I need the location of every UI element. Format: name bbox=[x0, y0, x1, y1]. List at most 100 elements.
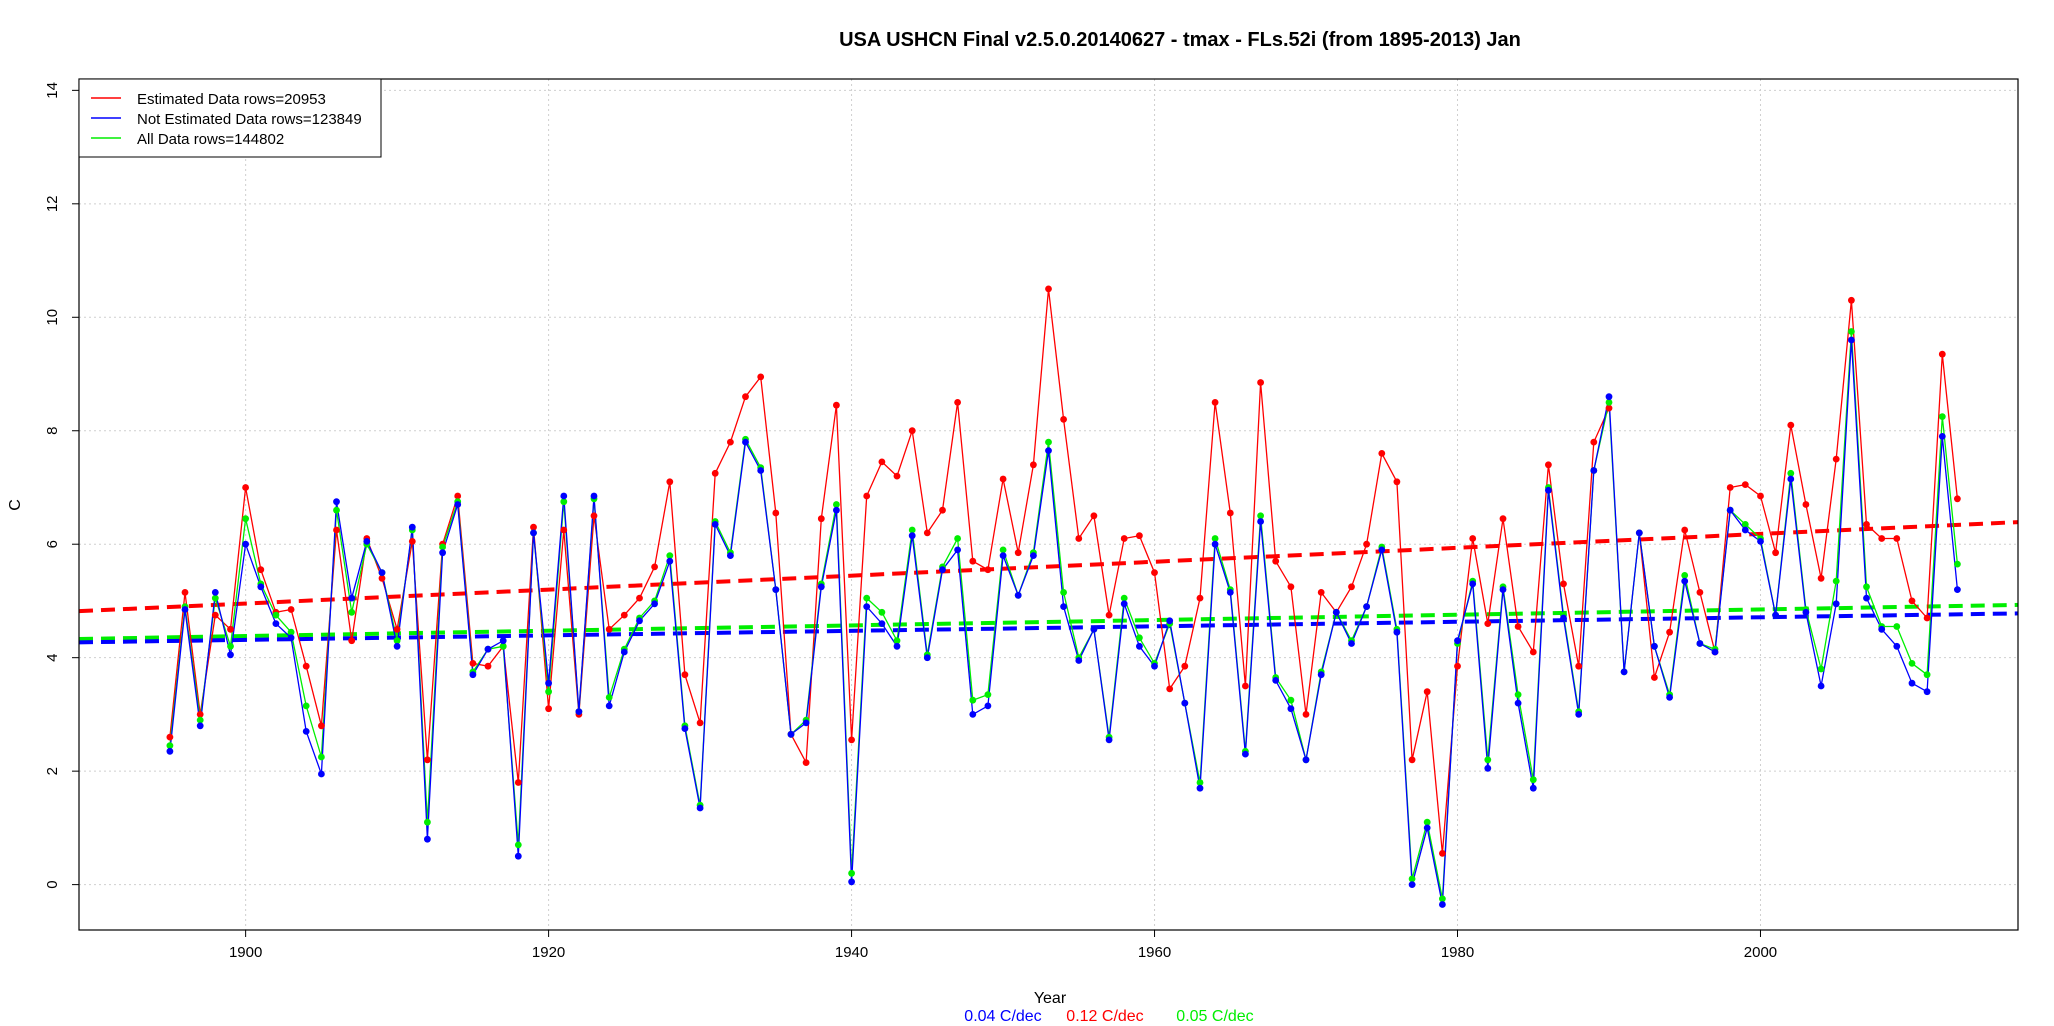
point-not-estimated-1932 bbox=[727, 552, 734, 559]
point-all-1907 bbox=[348, 608, 356, 616]
point-all-1899 bbox=[227, 642, 234, 650]
point-estimated-2000 bbox=[1757, 492, 1764, 500]
x-tick-label: 1940 bbox=[835, 944, 868, 961]
point-not-estimated-1985 bbox=[1529, 784, 1537, 792]
point-estimated-2009 bbox=[1893, 535, 1901, 542]
point-not-estimated-1972 bbox=[1332, 608, 1340, 616]
point-estimated-2002 bbox=[1787, 421, 1795, 429]
point-estimated-1895 bbox=[166, 733, 174, 741]
point-all-1978 bbox=[1423, 818, 1431, 826]
point-estimated-1926 bbox=[636, 594, 643, 602]
point-estimated-1912 bbox=[424, 756, 431, 764]
point-not-estimated-1935 bbox=[772, 586, 780, 593]
point-all-2012 bbox=[1938, 413, 1946, 420]
point-all-1995 bbox=[1681, 572, 1689, 579]
point-estimated-2010 bbox=[1908, 597, 1916, 605]
point-not-estimated-1950 bbox=[999, 552, 1007, 559]
point-estimated-1974 bbox=[1363, 540, 1370, 548]
point-estimated-1910 bbox=[393, 625, 401, 633]
point-all-2011 bbox=[1923, 671, 1931, 679]
point-not-estimated-1975 bbox=[1378, 546, 1386, 554]
point-not-estimated-1957 bbox=[1105, 736, 1113, 744]
point-estimated-1952 bbox=[1030, 461, 1037, 469]
point-not-estimated-1980 bbox=[1454, 637, 1461, 645]
series-line-estimated bbox=[169, 288, 1959, 854]
point-estimated-1905 bbox=[318, 722, 325, 730]
point-not-estimated-1983 bbox=[1499, 586, 1507, 593]
point-estimated-1921 bbox=[560, 526, 568, 534]
point-not-estimated-1982 bbox=[1484, 764, 1492, 772]
point-all-1902 bbox=[272, 611, 280, 619]
point-not-estimated-1933 bbox=[742, 438, 749, 446]
point-estimated-1929 bbox=[681, 671, 689, 679]
point-not-estimated-1912 bbox=[424, 835, 431, 843]
point-not-estimated-1922 bbox=[575, 708, 583, 715]
point-estimated-1904 bbox=[302, 662, 310, 670]
point-estimated-1899 bbox=[227, 625, 234, 633]
point-all-2004 bbox=[1817, 665, 1825, 673]
trend-label-all: 0.05 C/dec bbox=[1176, 1008, 1253, 1025]
point-estimated-2003 bbox=[1802, 501, 1810, 508]
legend: Estimated Data rows=20953 Not Estimated … bbox=[78, 78, 382, 158]
point-all-1921 bbox=[560, 498, 568, 506]
point-estimated-1934 bbox=[757, 373, 765, 381]
point-all-1900 bbox=[242, 515, 250, 523]
point-not-estimated-1962 bbox=[1181, 699, 1189, 707]
point-not-estimated-1938 bbox=[817, 583, 825, 591]
point-not-estimated-1946 bbox=[939, 566, 946, 574]
point-not-estimated-1917 bbox=[499, 637, 507, 645]
point-all-1990 bbox=[1605, 399, 1613, 406]
point-estimated-1909 bbox=[378, 574, 386, 582]
point-all-1979 bbox=[1439, 895, 1446, 903]
point-not-estimated-1903 bbox=[287, 634, 295, 642]
point-not-estimated-2005 bbox=[1832, 600, 1840, 608]
point-not-estimated-1915 bbox=[469, 671, 477, 679]
point-estimated-1918 bbox=[514, 779, 522, 786]
point-estimated-1939 bbox=[833, 401, 840, 409]
point-all-1912 bbox=[424, 818, 431, 826]
x-tick-label: 1900 bbox=[229, 944, 262, 961]
point-not-estimated-1939 bbox=[833, 506, 840, 514]
point-all-1977 bbox=[1408, 875, 1416, 883]
point-estimated-1935 bbox=[772, 509, 780, 517]
point-not-estimated-2006 bbox=[1848, 336, 1855, 344]
y-tick-label: 8 bbox=[44, 427, 61, 435]
point-not-estimated-2000 bbox=[1757, 538, 1764, 545]
point-not-estimated-2008 bbox=[1878, 625, 1886, 633]
point-estimated-1933 bbox=[742, 393, 749, 401]
trend-label-estimated: 0.12 C/dec bbox=[1066, 1008, 1143, 1025]
point-not-estimated-1965 bbox=[1226, 589, 1234, 596]
point-not-estimated-1951 bbox=[1014, 591, 1022, 599]
point-not-estimated-1914 bbox=[454, 501, 462, 508]
point-not-estimated-1953 bbox=[1045, 447, 1052, 454]
point-estimated-1976 bbox=[1393, 478, 1401, 486]
point-not-estimated-2001 bbox=[1772, 611, 1779, 619]
point-estimated-1958 bbox=[1120, 535, 1128, 542]
point-not-estimated-1948 bbox=[969, 711, 977, 718]
point-estimated-1946 bbox=[939, 506, 946, 514]
plot-frame bbox=[78, 78, 2019, 931]
point-all-1920 bbox=[545, 688, 552, 696]
point-not-estimated-2003 bbox=[1802, 608, 1810, 616]
point-not-estimated-1988 bbox=[1575, 711, 1583, 718]
point-not-estimated-1937 bbox=[802, 719, 810, 727]
point-all-1958 bbox=[1120, 594, 1128, 602]
point-estimated-1970 bbox=[1302, 711, 1310, 718]
point-estimated-1990 bbox=[1605, 404, 1613, 412]
point-all-1942 bbox=[878, 608, 886, 616]
point-estimated-1896 bbox=[181, 589, 189, 596]
point-not-estimated-1908 bbox=[363, 538, 371, 545]
point-estimated-1942 bbox=[878, 458, 886, 466]
point-all-2002 bbox=[1787, 469, 1795, 477]
point-estimated-1967 bbox=[1257, 379, 1264, 386]
point-estimated-1956 bbox=[1090, 512, 1098, 520]
point-all-1928 bbox=[666, 552, 674, 559]
point-all-1913 bbox=[439, 543, 446, 551]
point-all-2007 bbox=[1863, 583, 1870, 591]
point-estimated-1938 bbox=[817, 515, 825, 523]
point-not-estimated-1907 bbox=[348, 594, 356, 602]
point-not-estimated-1927 bbox=[651, 600, 658, 608]
point-estimated-1994 bbox=[1666, 628, 1673, 636]
point-estimated-1907 bbox=[348, 637, 356, 645]
point-not-estimated-1964 bbox=[1211, 540, 1219, 548]
